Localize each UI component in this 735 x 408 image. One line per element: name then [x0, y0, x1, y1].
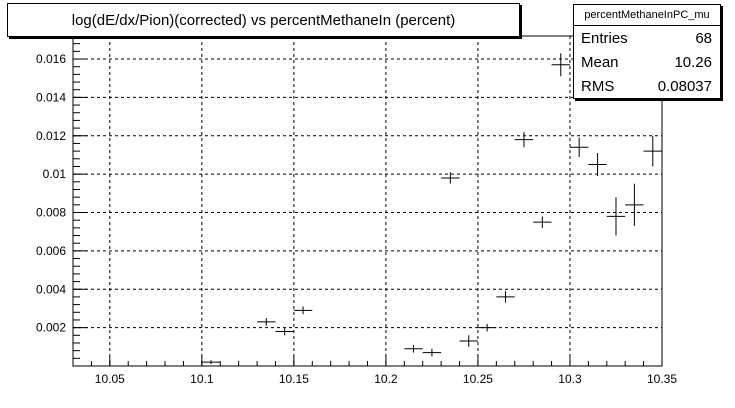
data-point [404, 344, 423, 353]
data-point [257, 318, 276, 326]
data-point [606, 197, 626, 236]
stats-box: percentMethaneInPC_mu Entries 68 Mean 10… [573, 4, 721, 99]
axis-layer: 10.05 10.1 10.15 10.2 10.25 10.3 10.35 0.002 0.0… [36, 35, 677, 386]
x-tick-label: 10.2 [374, 372, 398, 386]
stats-entries-value: 68 [695, 29, 712, 47]
data-point [422, 348, 442, 357]
data-point [551, 53, 570, 77]
chart-title: log(dE/dx/Pion)(corrected) vs percentMet… [71, 11, 456, 29]
data-point [514, 131, 534, 148]
stats-mean-value: 10.26 [674, 53, 712, 71]
data-point [477, 323, 497, 332]
x-tick-label: 10.15 [279, 372, 309, 386]
y-tick-label: 0.014 [36, 90, 66, 104]
x-tick-label: 10.05 [95, 372, 125, 386]
y-tick-label: 0.006 [36, 244, 66, 258]
data-point [643, 135, 662, 167]
data-point [496, 291, 515, 303]
x-tick-label: 10.35 [647, 372, 677, 386]
chart-title-box: log(dE/dx/Pion)(corrected) vs percentMet… [7, 3, 520, 37]
data-point [275, 327, 294, 336]
data-point [459, 335, 478, 347]
data-point [625, 183, 644, 226]
stats-rms-value: 0.08037 [657, 77, 712, 95]
stats-row-entries: Entries 68 [574, 26, 720, 50]
data-point [293, 306, 313, 315]
stats-row-mean: Mean 10.26 [574, 50, 720, 74]
y-tick-label: 0.008 [36, 206, 66, 220]
stats-rms-label: RMS [581, 77, 615, 95]
y-tick-label: 0.002 [36, 321, 66, 335]
x-tick-label: 10.25 [463, 372, 493, 386]
x-tick-label: 10.3 [558, 372, 582, 386]
stats-mean-label: Mean [581, 53, 619, 71]
y-tick-label: 0.016 [36, 52, 66, 66]
points-layer [201, 53, 662, 365]
data-point [201, 360, 221, 365]
data-point [588, 153, 607, 177]
y-tick-label: 0.004 [36, 282, 66, 296]
x-tick-label: 10.1 [190, 372, 214, 386]
stats-entries-label: Entries [581, 29, 628, 47]
plot-frame [72, 35, 663, 367]
grid-layer [73, 36, 663, 366]
y-tick-label: 0.01 [43, 167, 67, 181]
y-tick-label: 0.012 [36, 129, 66, 143]
data-point [533, 216, 552, 228]
stats-name: percentMethaneInPC_mu [574, 5, 720, 26]
data-point [441, 172, 460, 184]
data-point [569, 137, 589, 157]
stats-row-rms: RMS 0.08037 [574, 74, 720, 98]
